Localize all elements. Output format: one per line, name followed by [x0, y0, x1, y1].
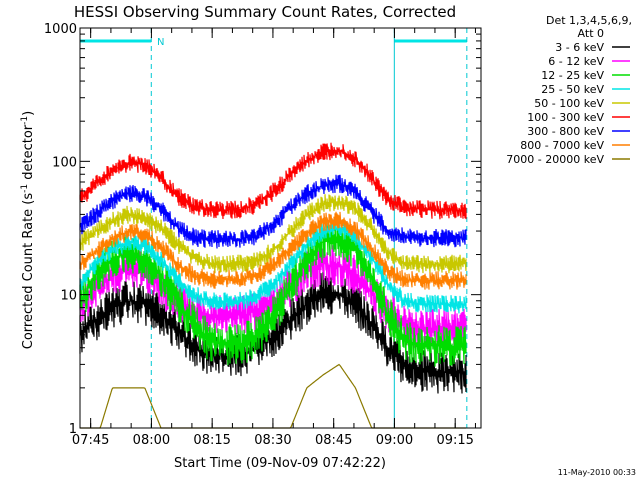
legend-label: 800 - 7000 keV — [520, 139, 604, 152]
series-line — [79, 211, 467, 290]
legend-label: 100 - 300 keV — [527, 111, 604, 124]
series-line — [79, 174, 467, 249]
plot-frame — [79, 27, 482, 429]
y-axis-label-mid: detector — [21, 124, 36, 184]
y-axis-label: Corrected Count Rate (s-1 detector-1) — [20, 111, 36, 349]
x-tick-label: 09:15 — [436, 433, 473, 448]
series-line — [79, 217, 467, 367]
y-tick-label: 10 — [60, 289, 77, 304]
x-tick-label: 07:45 — [72, 433, 109, 448]
y-axis-label-end: ) — [21, 111, 36, 116]
x-tick-label: 09:00 — [376, 433, 413, 448]
legend-label: 6 - 12 keV — [548, 55, 604, 68]
legend-label: 50 - 100 keV — [534, 97, 604, 110]
legend-header-line2: Att 0 — [578, 27, 604, 40]
series-line — [79, 194, 467, 274]
y-axis-label-sup1: -1 — [20, 184, 30, 193]
y-tick-label: 1 — [69, 422, 77, 437]
legend-header-line1: Det 1,3,4,5,6,9, — [546, 14, 632, 27]
x-tick-label: 08:45 — [315, 433, 352, 448]
timestamp: 11-May-2010 00:33 — [558, 468, 636, 477]
y-tick-label: 100 — [52, 155, 77, 170]
series-line — [79, 142, 467, 220]
x-tick-label: 08:30 — [254, 433, 291, 448]
legend-label: 25 - 50 keV — [541, 83, 604, 96]
y-axis-label-sup2: -1 — [20, 116, 30, 125]
y-tick-label: 1000 — [44, 22, 77, 37]
chart-title: HESSI Observing Summary Count Rates, Cor… — [74, 3, 456, 21]
legend-label: 12 - 25 keV — [541, 69, 604, 82]
y-axis-label-main: Corrected Count Rate (s — [21, 193, 36, 350]
legend-label: 300 - 800 keV — [527, 125, 604, 138]
series-line — [79, 271, 467, 394]
x-axis-label: Start Time (09-Nov-09 07:42:22) — [174, 456, 386, 471]
series-layer — [79, 142, 467, 429]
legend-label: 7000 - 20000 keV — [506, 153, 604, 166]
saa-flag-label: N — [157, 37, 164, 48]
x-tick-label: 08:00 — [133, 433, 170, 448]
axes: 1 10 100 1000 07:45 08:00 08:15 08:30 08:45 09:00… — [44, 22, 482, 448]
legend-label: 3 - 6 keV — [555, 41, 604, 54]
x-tick-label: 08:15 — [193, 433, 230, 448]
